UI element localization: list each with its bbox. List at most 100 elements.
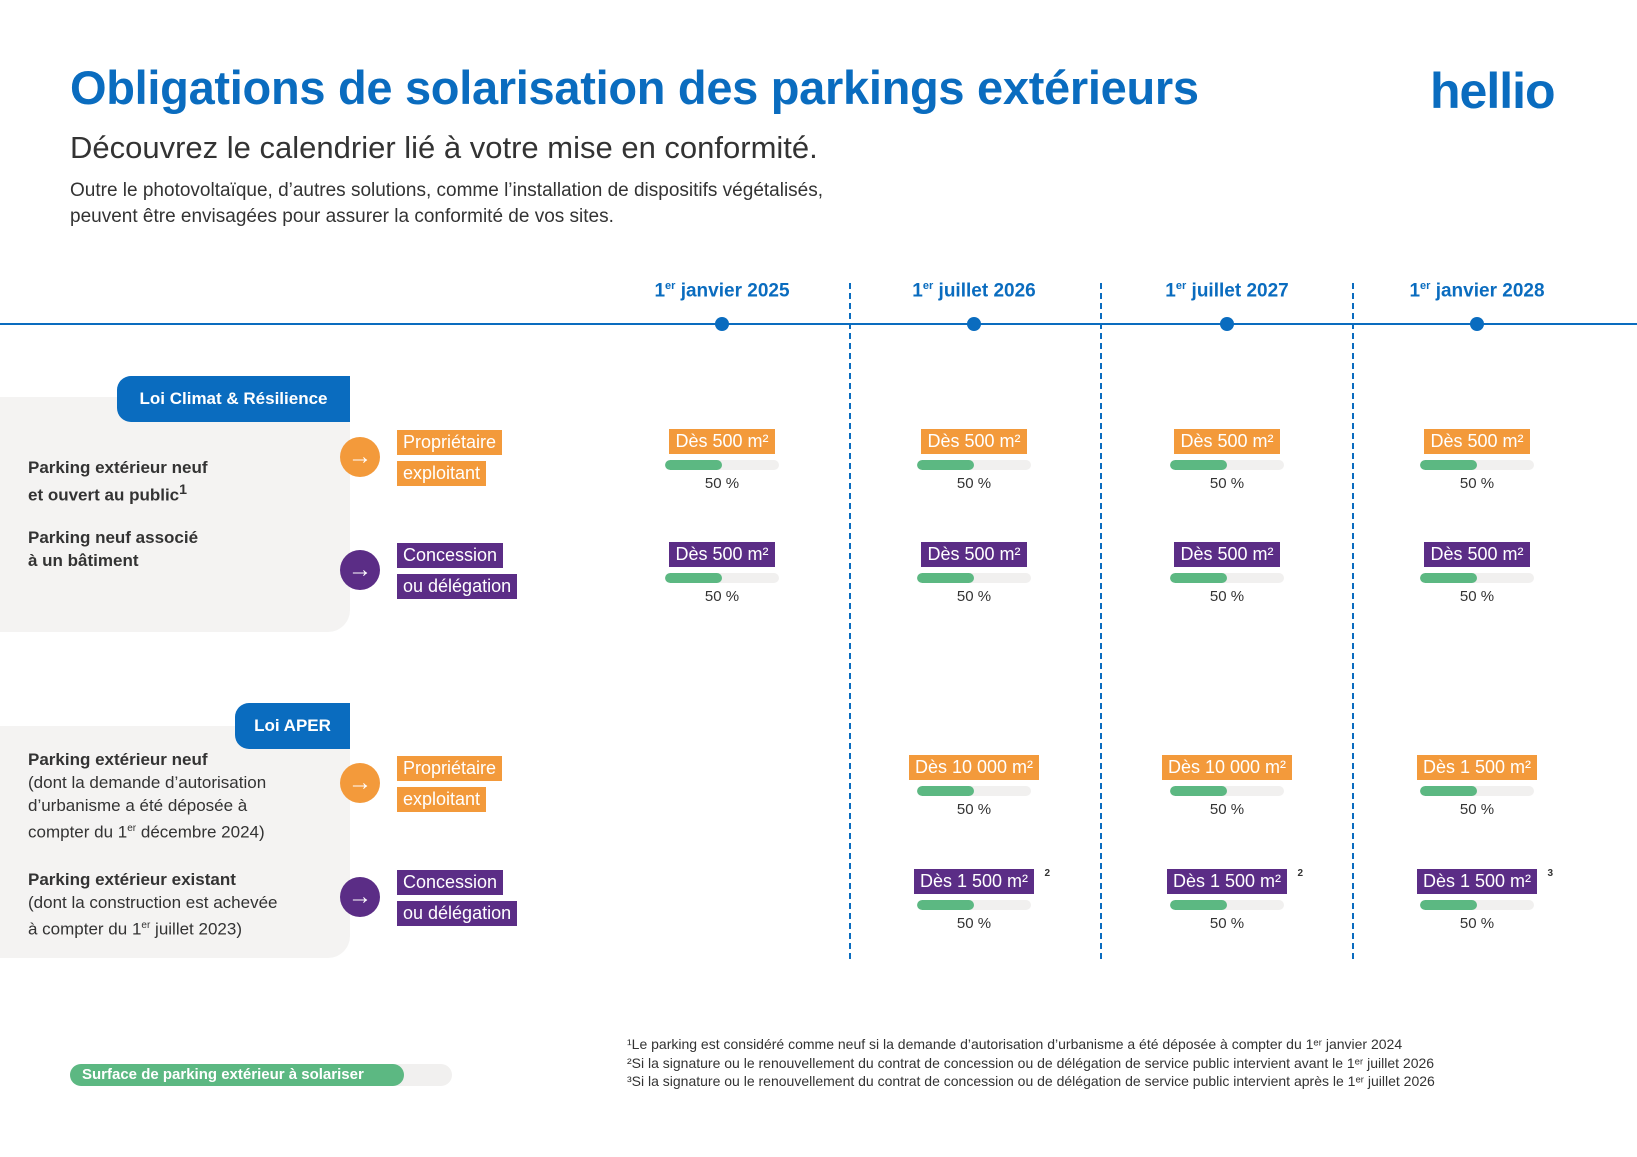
progress-percent: 50 %	[956, 915, 992, 932]
arrow-icon: →	[340, 763, 380, 803]
label-line: d’urbanisme a été déposée à	[28, 794, 266, 817]
threshold-text: Dès 10 000 m²	[1167, 757, 1287, 777]
role-tag: Propriétaire	[397, 430, 503, 455]
progress-percent: 50 %	[1209, 588, 1245, 605]
timeline-date: 1er juillet 2027	[1107, 280, 1347, 302]
label-text: décembre 2024)	[136, 822, 265, 842]
threshold-badge: Dès 10 000 m²	[908, 755, 1040, 780]
section-tab: Loi APER	[235, 703, 350, 749]
footnote-ref: 2	[1297, 868, 1304, 879]
footnote-ref: 2	[1044, 868, 1051, 879]
threshold-cell: Dès 500 m² 50 %	[1147, 429, 1307, 492]
threshold-cell: Dès 500 m² 50 %	[642, 429, 802, 492]
role-tag: ou délégation	[397, 901, 518, 926]
progress-bar	[1170, 460, 1284, 470]
progress-percent: 50 %	[956, 801, 992, 818]
row-label: Parking extérieur neuf (dont la demande d…	[28, 748, 266, 844]
hellio-logo: hellio	[1430, 63, 1556, 119]
date-text: janvier 2025	[675, 280, 790, 302]
threshold-badge: Dès 500 m²	[921, 429, 1027, 454]
date-text: juillet 2026	[933, 280, 1036, 302]
progress-fill	[1170, 900, 1227, 910]
role-tag: Propriétaire	[397, 756, 503, 781]
label-text: d’urbanisme a été déposée à	[28, 796, 248, 815]
progress-fill	[1420, 573, 1477, 583]
label-text: (dont la construction est achevée	[28, 893, 278, 912]
progress-fill	[917, 900, 974, 910]
threshold-badge: Dès 500 m²	[1424, 429, 1530, 454]
threshold-cell: Dès 1 500 m² 2 50 %	[894, 868, 1054, 932]
section-panel	[0, 726, 350, 958]
progress-fill	[1420, 786, 1477, 796]
progress-percent: 50 %	[704, 475, 740, 492]
timeline-date: 1er janvier 2028	[1357, 280, 1597, 302]
timeline-dot	[967, 317, 981, 331]
label-text: juillet 2023)	[150, 919, 242, 939]
progress-bar	[1420, 573, 1534, 583]
threshold-text: Dès 1 500 m²	[1422, 871, 1532, 891]
threshold-text: Dès 500 m²	[1430, 431, 1524, 451]
progress-fill	[1170, 573, 1227, 583]
progress-fill	[665, 460, 722, 470]
progress-bar	[1420, 460, 1534, 470]
threshold-badge: Dès 500 m²	[669, 429, 775, 454]
label-text: et ouvert au public	[28, 485, 180, 505]
period-divider	[1100, 283, 1102, 959]
intro-text: Outre le photovoltaïque, d’autres soluti…	[70, 178, 1070, 230]
threshold-badge: Dès 500 m²	[921, 542, 1027, 567]
label-line: et ouvert au public1	[28, 479, 208, 507]
period-divider	[849, 283, 851, 959]
timeline-date: 1er janvier 2025	[602, 280, 842, 302]
role-tag: Concession	[397, 543, 504, 568]
threshold-text: Dès 1 500 m²	[1422, 757, 1532, 777]
threshold-cell: Dès 500 m² 50 %	[1397, 429, 1557, 492]
label-line: Parking neuf associé	[28, 528, 199, 547]
threshold-cell: Dès 500 m² 50 %	[642, 542, 802, 605]
role-tag: exploitant	[397, 461, 487, 486]
progress-bar	[917, 460, 1031, 470]
threshold-badge: Dès 10 000 m²	[1161, 755, 1293, 780]
threshold-text: Dès 500 m²	[1430, 544, 1524, 564]
threshold-cell: Dès 500 m² 50 %	[894, 429, 1054, 492]
label-line: Parking extérieur neuf	[28, 458, 208, 477]
label-sup: er	[141, 920, 151, 931]
label-line: (dont la demande d’autorisation	[28, 771, 266, 794]
threshold-badge: Dès 1 500 m² 2	[1166, 868, 1303, 894]
label-line: (dont la construction est achevée	[28, 891, 277, 914]
date-text: juillet 2027	[1186, 280, 1289, 302]
threshold-badge: Dès 1 500 m² 3	[1416, 868, 1553, 894]
date-sup: er	[1420, 280, 1431, 292]
progress-fill	[1420, 460, 1477, 470]
date-day: 1	[1165, 280, 1176, 302]
date-sup: er	[665, 280, 676, 292]
threshold-badge: Dès 500 m²	[669, 542, 775, 567]
progress-fill	[1420, 900, 1477, 910]
arrow-icon: →	[340, 437, 380, 477]
row-label: Parking extérieur existant (dont la const…	[28, 868, 277, 941]
timeline-dot	[715, 317, 729, 331]
label-text: (dont la demande d’autorisation	[28, 773, 267, 792]
section-panel	[0, 397, 350, 632]
threshold-text: Dès 10 000 m²	[914, 757, 1034, 777]
page-title: Obligations de solarisation des parkings…	[70, 61, 1199, 114]
intro-line: Outre le photovoltaïque, d’autres soluti…	[70, 180, 824, 201]
label-text: compter du 1	[28, 822, 128, 842]
threshold-badge: Dès 500 m²	[1174, 429, 1280, 454]
progress-bar	[917, 786, 1031, 796]
role-tag: Concession	[397, 870, 504, 895]
progress-bar	[1170, 900, 1284, 910]
label-line: à un bâtiment	[28, 549, 198, 572]
progress-percent: 50 %	[1209, 915, 1245, 932]
progress-percent: 50 %	[1459, 915, 1495, 932]
timeline-line	[0, 323, 1637, 325]
footnote: ¹Le parking est considéré comme neuf si …	[627, 1036, 1403, 1052]
threshold-text: Dès 500 m²	[927, 544, 1021, 564]
legend-label: Surface de parking extérieur à solariser	[70, 1064, 404, 1086]
label-line: Parking extérieur existant	[28, 870, 236, 889]
progress-fill	[1170, 460, 1227, 470]
footnotes: ¹Le parking est considéré comme neuf si …	[627, 1035, 1435, 1091]
progress-percent: 50 %	[956, 588, 992, 605]
date-day: 1	[912, 280, 923, 302]
threshold-cell: Dès 1 500 m² 50 %	[1397, 755, 1557, 818]
threshold-text: Dès 500 m²	[927, 431, 1021, 451]
